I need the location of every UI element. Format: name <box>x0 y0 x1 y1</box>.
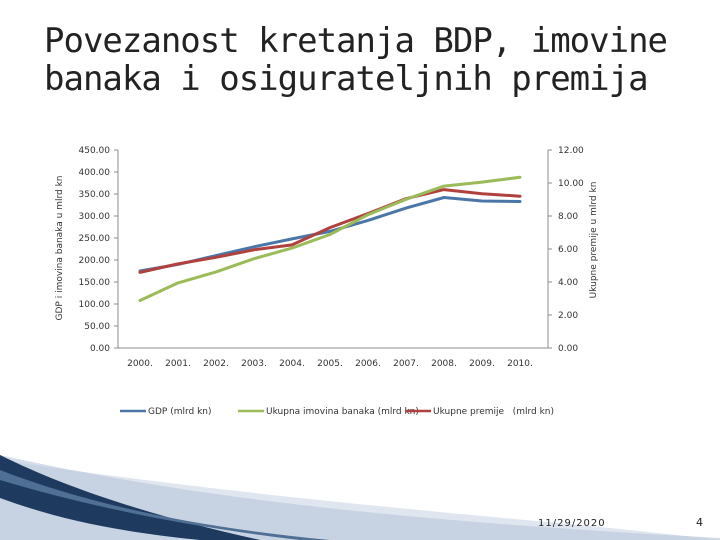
left-axis-title: GDP i imovina banaka u mlrd kn <box>55 176 65 321</box>
legend-item-premiums: Ukupne premije (mlrd kn) <box>405 407 554 417</box>
right-axis-title: Ukupne premije u mlrd kn <box>589 182 599 299</box>
title-line-1: Povezanost kretanja BDP, imovine <box>44 21 668 61</box>
series-line-premiums <box>138 188 522 274</box>
left-tick-label: 450.00 <box>79 146 111 156</box>
legend-item-assets: Ukupna imovina banaka (mlrd kn) <box>238 407 419 417</box>
right-tick-label: 10.00 <box>558 179 584 189</box>
legend-label-assets: Ukupna imovina banaka (mlrd kn) <box>266 407 419 417</box>
x-tick-label: 2010. <box>507 359 533 369</box>
left-tick-label: 150.00 <box>79 278 111 288</box>
right-tick-label: 0.00 <box>558 344 578 354</box>
left-tick-label: 200.00 <box>79 256 111 266</box>
right-tick-label: 4.00 <box>558 278 578 288</box>
left-tick-label: 350.00 <box>79 190 111 200</box>
legend: GDP (mlrd kn) Ukupna imovina banaka (mlr… <box>120 407 554 417</box>
x-tick-label: 2006. <box>355 359 381 369</box>
slide-date: 11/29/2020 <box>538 518 606 529</box>
left-tick-label: 50.00 <box>84 322 110 332</box>
x-tick-label: 2003. <box>241 359 267 369</box>
right-tick-label: 12.00 <box>558 146 584 156</box>
right-tick-label: 6.00 <box>558 245 578 255</box>
x-tick-label: 2008. <box>431 359 457 369</box>
x-tick-label: 2002. <box>203 359 229 369</box>
title-line-2: banaka i osigurateljnih premija <box>44 59 649 99</box>
x-tick-label: 2005. <box>317 359 343 369</box>
x-tick-label: 2009. <box>469 359 495 369</box>
left-tick-label: 300.00 <box>79 212 111 222</box>
left-tick-label: 400.00 <box>79 168 111 178</box>
page-number: 4 <box>696 516 703 529</box>
left-tick-label: 0.00 <box>90 344 110 354</box>
legend-label-premiums: Ukupne premije (mlrd kn) <box>433 407 554 417</box>
decorative-swoosh <box>0 455 720 540</box>
legend-label-gdp: GDP (mlrd kn) <box>148 407 212 417</box>
left-tick-label: 100.00 <box>79 300 111 310</box>
x-tick-label: 2004. <box>279 359 305 369</box>
series-line-assets <box>138 175 522 302</box>
right-tick-label: 8.00 <box>558 212 578 222</box>
legend-item-gdp: GDP (mlrd kn) <box>120 407 212 417</box>
x-tick-label: 2000. <box>127 359 153 369</box>
left-tick-label: 250.00 <box>79 234 111 244</box>
right-tick-label: 2.00 <box>558 311 578 321</box>
x-tick-label: 2007. <box>393 359 419 369</box>
page-title: Povezanost kretanja BDP, imovine banaka … <box>44 22 704 98</box>
x-tick-label: 2001. <box>165 359 191 369</box>
